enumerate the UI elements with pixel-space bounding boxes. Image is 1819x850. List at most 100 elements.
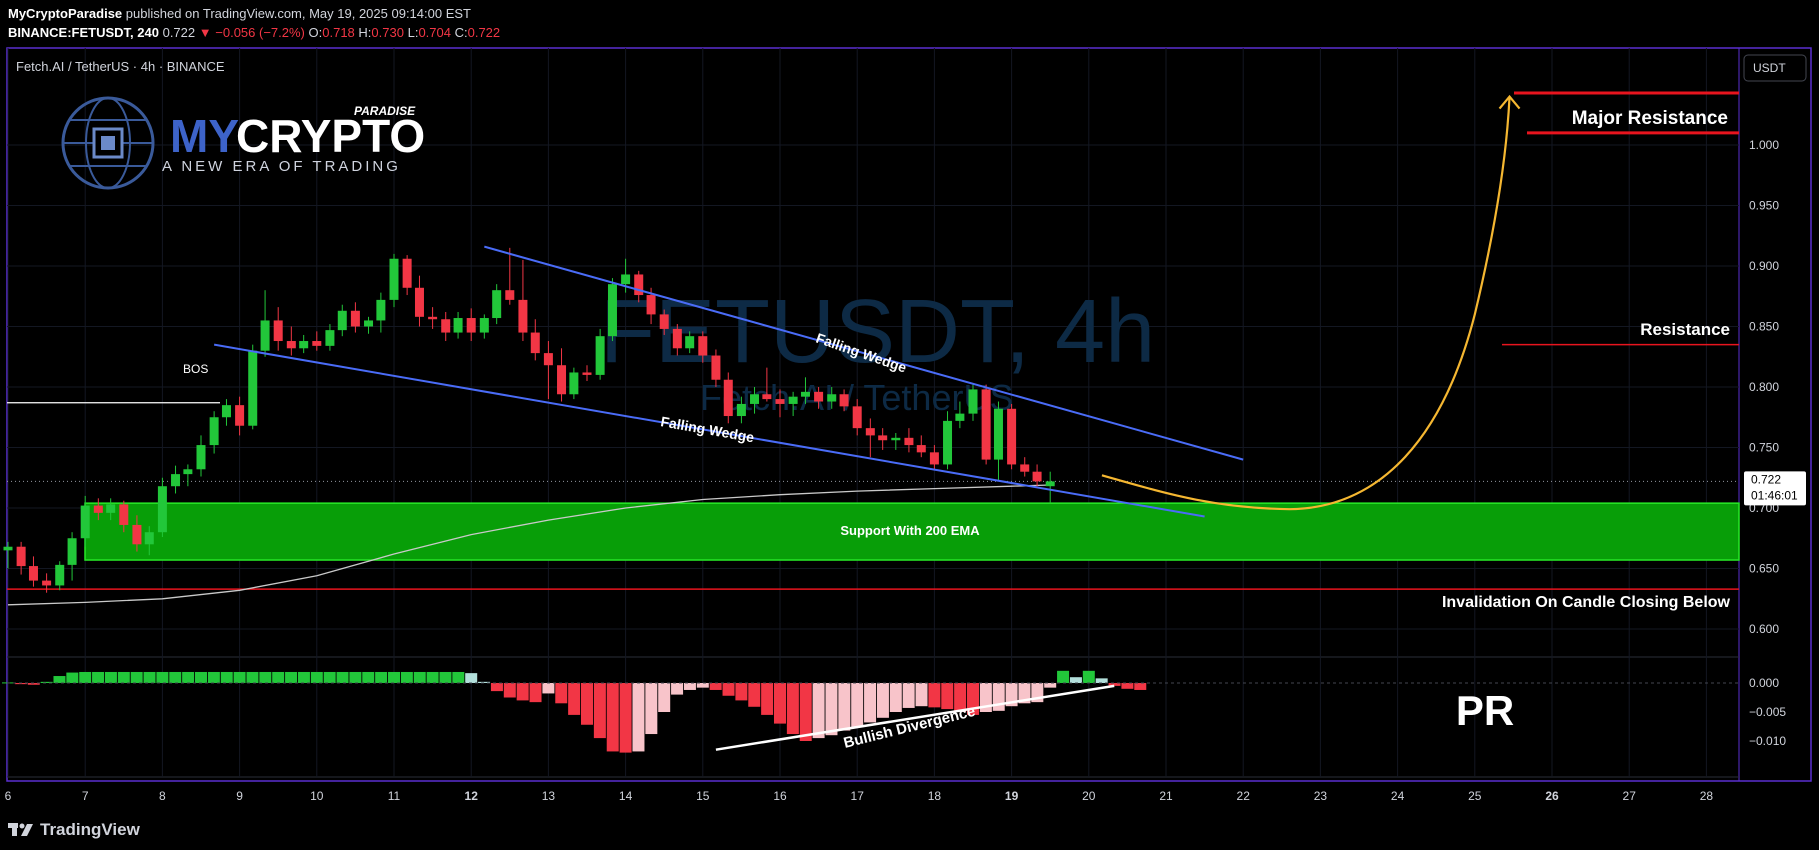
candle-body — [943, 420, 953, 465]
countdown-value: 01:46:01 — [1751, 488, 1798, 502]
oscillator-bar — [555, 683, 568, 704]
logo-tagline: A NEW ERA OF TRADING — [162, 158, 401, 175]
candle-body — [93, 505, 103, 513]
candle-body — [800, 391, 810, 397]
oscillator-bar — [1018, 683, 1031, 704]
candle-body — [750, 394, 760, 404]
watermark-symbol: FETUSDT, 4h — [600, 282, 1155, 382]
oscillator-bar — [941, 683, 954, 710]
oscillator-bar — [272, 671, 285, 683]
support-zone — [84, 502, 1740, 561]
logo-brand-my: MY — [170, 110, 239, 162]
candle-body — [904, 437, 914, 446]
time-tick-label: 9 — [236, 789, 243, 803]
tradingview-footer[interactable]: TradingView — [8, 820, 140, 840]
change-value: −0.056 (−7.2%) — [215, 25, 305, 40]
candle-body — [67, 538, 77, 565]
candle-body — [788, 396, 798, 404]
candle-body — [711, 355, 721, 380]
candle-body — [839, 394, 849, 407]
oscillator-bar — [529, 683, 542, 703]
oscillator-bar — [619, 683, 632, 753]
candle-body — [607, 284, 617, 337]
oscillator-bar — [1057, 670, 1070, 683]
price-tick-label: 0.800 — [1749, 380, 1779, 394]
oscillator-bar — [14, 683, 27, 685]
oscillator-bar — [104, 671, 117, 683]
oscillator-bar — [1044, 683, 1057, 688]
oscillator-bar — [761, 683, 774, 715]
candle-body — [569, 372, 579, 395]
chart-frame — [6, 47, 1812, 782]
oscillator-bar — [748, 683, 761, 707]
candle-body — [762, 394, 772, 400]
logo-paradise: PARADISE — [354, 104, 416, 118]
candle-body — [723, 379, 733, 417]
candle-body — [3, 546, 13, 551]
oscillator-bar — [465, 673, 478, 683]
oscillator-bar — [799, 683, 812, 741]
oscillator-bar — [902, 683, 915, 708]
candle-body — [466, 318, 476, 333]
change-down-icon: ▼ — [198, 25, 212, 40]
oscillator-bar — [66, 672, 79, 683]
last-price-tag: 0.722 01:46:01 — [1744, 471, 1806, 506]
pane-title: Fetch.AI / TetherUS · 4h · BINANCE — [16, 59, 225, 74]
candle-body — [852, 406, 862, 429]
time-tick-label: 11 — [388, 789, 401, 803]
price-tick-label: 0.900 — [1749, 259, 1779, 273]
candle-body — [364, 320, 374, 327]
oscillator-bar — [426, 671, 439, 683]
oscillator-bar — [1005, 683, 1018, 707]
divergence-line — [715, 684, 1115, 751]
candle-body — [209, 417, 219, 446]
oscillator-histogram — [2, 670, 1147, 753]
time-tick-label: 21 — [1159, 789, 1173, 803]
oscillator-bar — [143, 671, 156, 683]
author-name[interactable]: MyCryptoParadise — [8, 6, 123, 21]
candle-body — [55, 564, 65, 586]
oscillator-bar — [285, 671, 298, 683]
oscillator-bar — [722, 683, 735, 696]
candle-body — [28, 566, 38, 581]
candle-body — [505, 290, 515, 300]
oscillator-bar — [825, 683, 838, 736]
currency-button[interactable] — [1743, 54, 1807, 82]
candle-body — [248, 350, 258, 426]
low-value: 0.704 — [418, 25, 451, 40]
oscillator-bar — [452, 671, 465, 683]
candle-body — [968, 389, 978, 414]
oscillator-bar — [195, 671, 207, 683]
price-axis[interactable]: 1.0000.9500.9000.8500.8000.7500.7000.650… — [1749, 138, 1779, 636]
oscillator-bar — [786, 683, 799, 735]
candle-body — [479, 318, 489, 333]
support-label: Support With 200 EMA — [840, 523, 980, 538]
candle-body — [582, 372, 592, 375]
oscillator-bar — [310, 671, 323, 683]
oscillator-bar — [812, 683, 825, 739]
oscillator-bar — [1108, 683, 1121, 686]
time-tick-label: 20 — [1082, 789, 1096, 803]
oscillator-bar — [671, 683, 684, 695]
price-tick-label: 0.650 — [1749, 562, 1779, 576]
oscillator-bar — [1095, 678, 1108, 683]
oscillator-bar — [954, 683, 967, 712]
time-tick-label: 19 — [1005, 789, 1019, 803]
candle-body — [273, 320, 283, 342]
oscillator-bar — [1082, 670, 1095, 683]
time-tick-label: 15 — [696, 789, 710, 803]
candle-body — [557, 365, 567, 395]
price-tick-label: 1.000 — [1749, 138, 1779, 152]
resistance-label: Resistance — [1640, 320, 1730, 339]
oscillator-bar — [568, 683, 581, 715]
candle-body — [144, 532, 154, 545]
wedge-lower-line — [213, 343, 1205, 518]
oscillator-bar — [606, 683, 619, 752]
candle-body — [453, 318, 463, 333]
oscillator-bar — [400, 671, 413, 683]
time-axis[interactable]: 6 7 8 9 10 11 12 13 14 15 16 17 18 19 20 21 22 23 24 25 26 27… — [5, 789, 1714, 803]
candle-body — [775, 399, 785, 404]
candle-body — [827, 394, 837, 402]
oscillator-axis[interactable]: 0.000 −0.005 −0.010 — [1749, 676, 1786, 748]
